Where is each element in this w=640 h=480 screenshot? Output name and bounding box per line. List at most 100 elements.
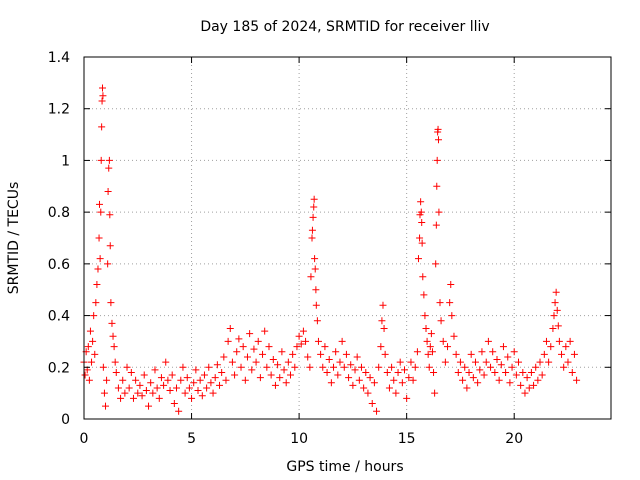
data-point [213, 361, 221, 369]
data-point [222, 376, 230, 384]
data-point [160, 381, 168, 389]
data-point [471, 358, 479, 366]
data-point [142, 387, 150, 395]
data-point [181, 389, 189, 397]
data-point [114, 384, 122, 392]
data-point [366, 374, 374, 382]
data-point [426, 343, 434, 351]
data-point [98, 123, 106, 131]
data-point [446, 299, 454, 307]
data-point [552, 288, 560, 296]
y-tick-label: 0.6 [48, 257, 70, 273]
data-point [454, 368, 462, 376]
data-point [536, 358, 544, 366]
data-point [474, 379, 482, 387]
data-point [86, 327, 94, 335]
data-point [89, 337, 97, 345]
data-point [553, 306, 561, 314]
data-point [121, 389, 129, 397]
data-point [327, 379, 335, 387]
data-point [434, 136, 442, 144]
data-point [308, 226, 316, 234]
data-point [164, 376, 172, 384]
data-point [216, 381, 224, 389]
data-point [338, 337, 346, 345]
data-point [231, 371, 239, 379]
data-point [405, 374, 413, 382]
data-point [310, 195, 318, 203]
data-point [254, 337, 262, 345]
data-point [119, 376, 127, 384]
data-point [103, 376, 111, 384]
data-point [431, 389, 439, 397]
data-point [309, 213, 317, 221]
data-point [92, 299, 100, 307]
data-point [311, 255, 319, 263]
data-point [98, 84, 106, 92]
data-point [493, 356, 501, 364]
data-point [286, 371, 294, 379]
data-point [271, 381, 279, 389]
data-point [117, 394, 125, 402]
data-point [463, 384, 471, 392]
data-point [411, 363, 419, 371]
data-point [256, 374, 264, 382]
y-tick-label: 1 [61, 153, 70, 169]
data-point [375, 363, 383, 371]
data-point [237, 363, 245, 371]
data-point [560, 363, 568, 371]
data-point [157, 374, 165, 382]
data-point [394, 368, 402, 376]
data-point [370, 379, 378, 387]
data-point [417, 198, 425, 206]
data-point [362, 368, 370, 376]
data-point [312, 301, 320, 309]
data-point [307, 273, 315, 281]
data-point [396, 358, 404, 366]
data-point [177, 376, 185, 384]
data-point [228, 358, 236, 366]
data-point [317, 350, 325, 358]
data-point [347, 361, 355, 369]
data-point [110, 343, 118, 351]
data-point [104, 187, 112, 195]
data-point [547, 343, 555, 351]
data-point [175, 407, 183, 415]
data-point [299, 327, 307, 335]
data-point [269, 356, 277, 364]
data-point [495, 376, 503, 384]
data-point [515, 358, 523, 366]
data-point [401, 366, 409, 374]
data-point [168, 371, 176, 379]
data-point [226, 325, 234, 332]
data-point [432, 221, 440, 229]
data-point [416, 234, 424, 242]
data-point [564, 358, 572, 366]
data-point [196, 376, 204, 384]
data-point [414, 255, 422, 263]
data-point [145, 402, 153, 410]
data-point [93, 281, 101, 289]
data-point [456, 358, 464, 366]
data-point [261, 327, 269, 335]
data-point [502, 368, 510, 376]
data-point [95, 200, 103, 208]
data-point [383, 368, 391, 376]
data-point [452, 350, 460, 358]
data-point [297, 340, 305, 348]
data-point [314, 337, 322, 345]
data-point [484, 337, 492, 345]
data-point [523, 374, 531, 382]
data-point [424, 350, 432, 358]
data-point [398, 379, 406, 387]
data-point [381, 350, 389, 358]
data-point [334, 371, 342, 379]
data-point [105, 164, 113, 172]
data-point [349, 381, 357, 389]
data-point [280, 366, 288, 374]
data-point [555, 337, 563, 345]
data-point [423, 337, 431, 345]
data-point [194, 387, 202, 395]
data-point [332, 348, 340, 356]
data-point [308, 234, 316, 242]
